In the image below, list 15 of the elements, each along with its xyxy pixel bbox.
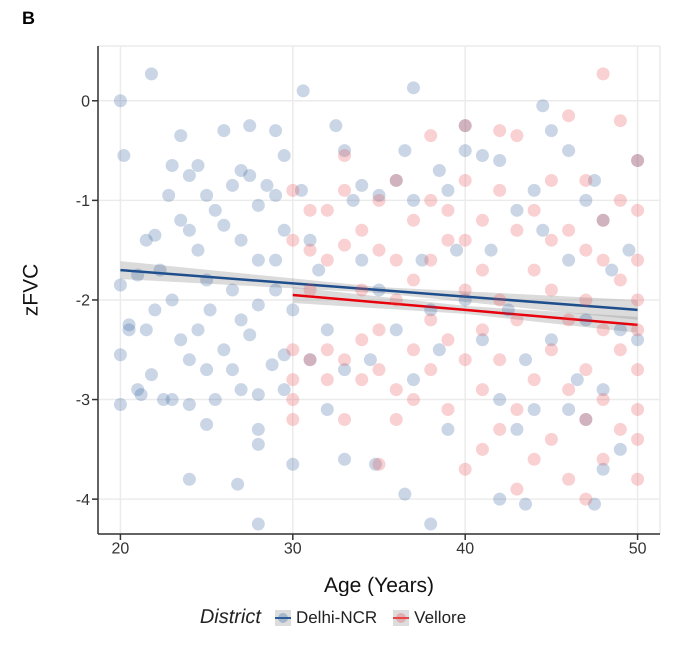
chart-title: B (21, 8, 36, 30)
x-axis-title: Age (Years) (324, 574, 434, 597)
y-tick-label: -3 (76, 392, 90, 410)
legend-title: District (200, 606, 261, 629)
x-tick-label: 50 (628, 540, 647, 558)
y-axis-title: zFVC (19, 264, 42, 316)
x-tick-label: 40 (456, 540, 474, 558)
y-tick-label: -2 (76, 292, 90, 310)
legend-label: Delhi-NCR (296, 608, 378, 628)
y-tick-label: -4 (76, 492, 90, 509)
x-tick-label: 30 (284, 540, 302, 558)
y-tick-label: 0 (81, 93, 90, 110)
x-tick-label: 20 (112, 540, 130, 558)
legend-label: Vellore (414, 608, 466, 628)
y-tick-label: -1 (76, 193, 90, 210)
